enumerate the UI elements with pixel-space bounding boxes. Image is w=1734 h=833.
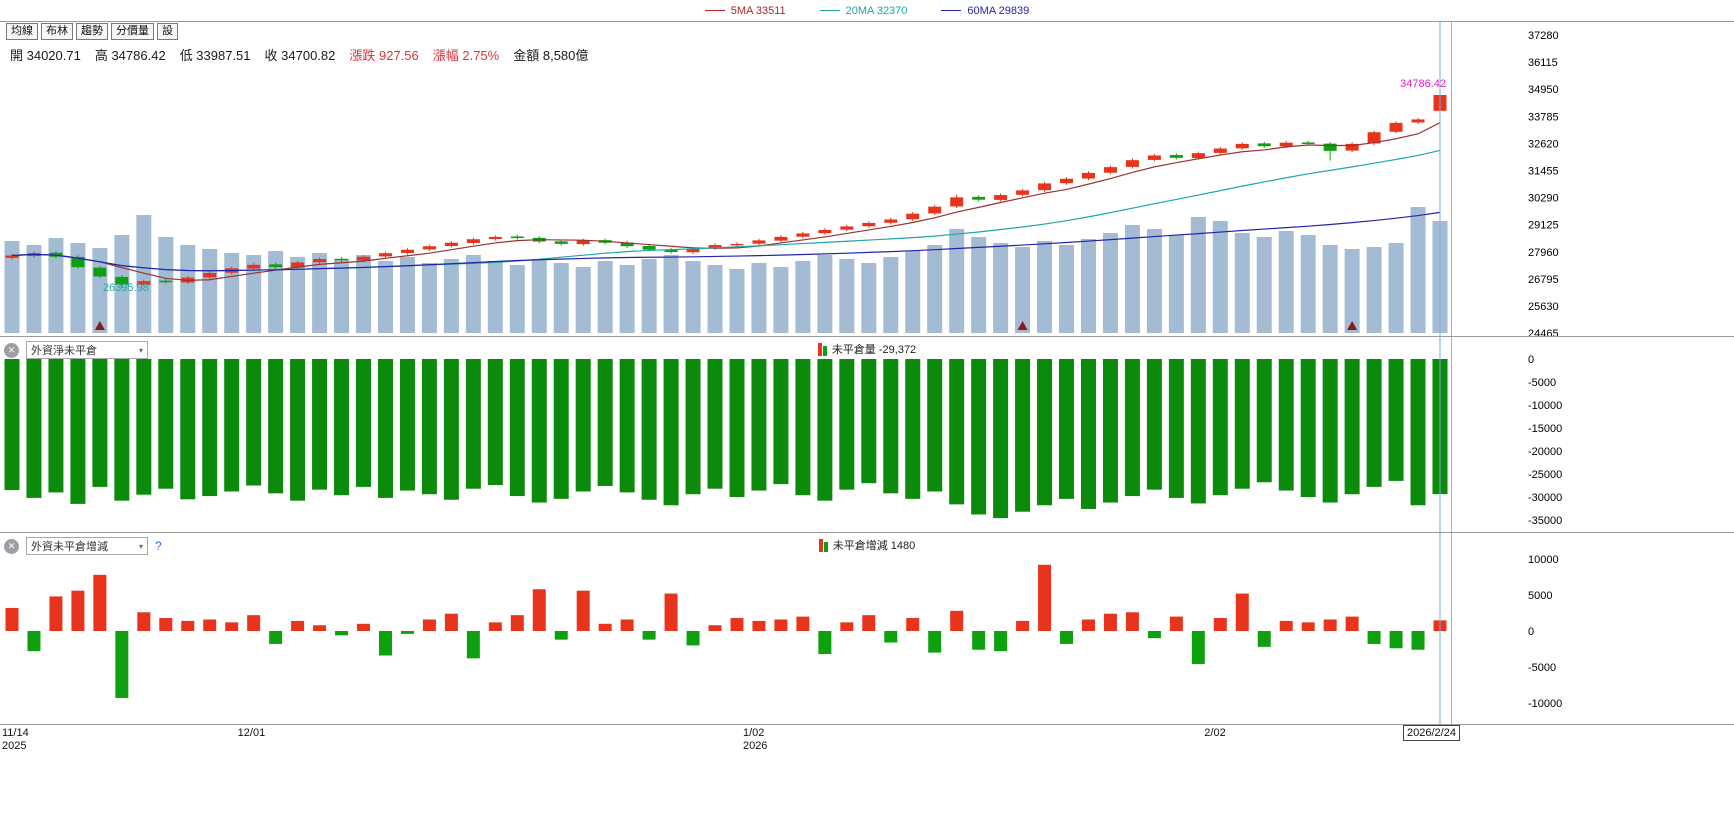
- info-item: 漲跌 927.56: [349, 48, 419, 63]
- oi-change-bars: [5, 564, 1447, 698]
- toolbar-button-bollinger[interactable]: 布林: [41, 23, 73, 40]
- ma-line-swatch: [941, 10, 962, 11]
- info-item: 高 34786.42: [94, 48, 166, 63]
- date-tick: 1/02: [742, 727, 765, 739]
- volume-bars: [4, 207, 1448, 333]
- oi-change-panel-header: ✕ 外資未平倉增減 ▾ ?: [4, 537, 162, 555]
- date-tick: 2/02: [1204, 727, 1226, 739]
- svg-text:5000: 5000: [1528, 590, 1552, 602]
- oi-indicator-value: 外資淨未平倉: [31, 345, 97, 357]
- svg-text:-15000: -15000: [1528, 423, 1562, 435]
- toolbar-button-trend[interactable]: 趨勢: [76, 23, 108, 40]
- svg-text:25630: 25630: [1528, 301, 1559, 313]
- help-link[interactable]: ?: [155, 539, 162, 553]
- ma-legend: 5MA 33511 20MA 32370 60MA 29839: [0, 0, 1734, 22]
- main-chart-svg[interactable]: 37280 36115 34950 33785 32620 31455 30290 29125…: [0, 22, 1734, 336]
- svg-text:-25000: -25000: [1528, 469, 1562, 481]
- oi-change-indicator-value: 外資未平倉增減: [31, 541, 108, 553]
- date-tick: 12/01: [237, 727, 266, 739]
- toolbar-button-price-volume[interactable]: 分價量: [111, 23, 154, 40]
- ma-legend-label: 60MA 29839: [967, 4, 1030, 17]
- svg-text:29125: 29125: [1528, 220, 1559, 232]
- svg-text:-5000: -5000: [1528, 662, 1556, 674]
- signal-marker: [1347, 321, 1358, 330]
- svg-text:34950: 34950: [1528, 84, 1559, 96]
- oi-panel: 0 -5000 -10000 -15000 -20000 -25000 -30000 -350…: [0, 336, 1734, 532]
- svg-text:30290: 30290: [1528, 193, 1559, 205]
- chevron-down-icon: ▾: [138, 541, 143, 551]
- oi-change-svg[interactable]: 10000 5000 0 -5000 -10000: [0, 533, 1734, 724]
- svg-text:27960: 27960: [1528, 247, 1559, 259]
- oi-change-panel: 10000 5000 0 -5000 -10000 ✕ 外資未平倉增減 ▾ ? 未平倉增…: [0, 532, 1734, 724]
- oi-indicator-select[interactable]: 外資淨未平倉 ▾: [26, 341, 148, 359]
- ma-legend-label: 20MA 32370: [845, 4, 908, 17]
- ma-legend-item-ma60: 60MA 29839: [941, 5, 1029, 17]
- svg-text:0: 0: [1528, 626, 1534, 638]
- date-tick-year: 2026: [742, 740, 768, 752]
- info-item: 收 34700.82: [264, 48, 336, 63]
- signal-marker: [94, 321, 105, 330]
- oi-chart-svg[interactable]: 0 -5000 -10000 -15000 -20000 -25000 -30000 -350…: [0, 337, 1734, 532]
- info-item: 金額 8,580億: [513, 48, 589, 63]
- svg-text:37280: 37280: [1528, 30, 1559, 42]
- svg-text:0: 0: [1528, 354, 1534, 366]
- price-axis: 37280 36115 34950 33785 32620 31455 30290 29125…: [1528, 30, 1559, 336]
- svg-text:-30000: -30000: [1528, 492, 1562, 504]
- oi-panel-header: ✕ 外資淨未平倉 ▾: [4, 341, 148, 359]
- svg-text:10000: 10000: [1528, 554, 1559, 566]
- ma-line-swatch: [819, 10, 840, 11]
- date-axis: 2026/2/24 11/14 2025 12/01 1/02 2026 2/02: [0, 724, 1734, 758]
- close-oi-panel-button[interactable]: ✕: [4, 342, 19, 358]
- date-tick-year: 2025: [2, 740, 27, 752]
- toolbar-button-ma[interactable]: 均線: [6, 23, 38, 40]
- svg-text:34786.42: 34786.42: [1400, 78, 1446, 90]
- ma-legend-item-ma20: 20MA 32370: [819, 4, 908, 17]
- ma-5-line: [11, 122, 1441, 282]
- svg-text:-10000: -10000: [1528, 400, 1562, 412]
- ma-60-line: [11, 211, 1441, 272]
- toolbar: 均線 布林 趨勢 分價量設: [6, 23, 178, 40]
- main-chart-panel: 37280 36115 34950 33785 32620 31455 30290 29125…: [0, 22, 1734, 336]
- info-item: 漲幅 2.75%: [432, 48, 500, 63]
- ma-line-swatch: [704, 10, 725, 11]
- svg-text:26395.98: 26395.98: [103, 282, 149, 294]
- candles: [5, 93, 1447, 289]
- svg-text:33785: 33785: [1528, 111, 1559, 123]
- close-oi-change-panel-button[interactable]: ✕: [4, 538, 19, 554]
- ohlc-info-line: 開 34020.71 高 34786.42 低 33987.51 收 34700.82…: [10, 45, 588, 64]
- bottom-spacer: [0, 758, 1734, 832]
- svg-text:32620: 32620: [1528, 138, 1559, 150]
- svg-text:-10000: -10000: [1528, 698, 1562, 710]
- crosshair-date-label: 2026/2/24: [1403, 725, 1460, 741]
- signal-marker: [1017, 321, 1028, 330]
- ma-legend-label: 5MA 33511: [730, 4, 786, 17]
- toolbar-button-settings[interactable]: 設: [157, 23, 178, 40]
- svg-text:26795: 26795: [1528, 274, 1559, 286]
- ma-legend-item-ma5: 5MA 33511: [704, 4, 786, 17]
- oi-change-indicator-select[interactable]: 外資未平倉增減 ▾: [26, 537, 148, 555]
- info-item: 開 34020.71: [10, 48, 81, 63]
- oi-bars: [4, 359, 1448, 519]
- svg-text:24465: 24465: [1528, 328, 1559, 336]
- svg-text:-20000: -20000: [1528, 446, 1562, 458]
- svg-text:-35000: -35000: [1528, 515, 1562, 527]
- svg-text:-5000: -5000: [1528, 377, 1556, 389]
- chevron-down-icon: ▾: [138, 345, 143, 355]
- svg-text:31455: 31455: [1528, 166, 1559, 178]
- info-item: 低 33987.51: [179, 48, 251, 63]
- date-tick: 11/14: [2, 727, 29, 739]
- svg-text:36115: 36115: [1528, 57, 1558, 69]
